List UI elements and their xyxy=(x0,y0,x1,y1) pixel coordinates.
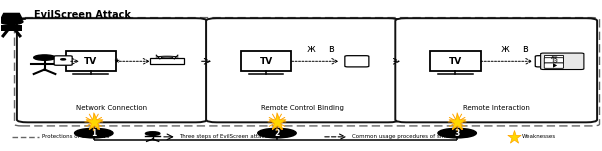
Text: 3: 3 xyxy=(455,129,460,138)
Point xyxy=(452,121,462,123)
Polygon shape xyxy=(1,13,22,19)
FancyBboxPatch shape xyxy=(66,51,116,71)
Text: ж: ж xyxy=(501,44,510,54)
Text: Common usage procedures of smart TVs: Common usage procedures of smart TVs xyxy=(352,134,465,139)
Circle shape xyxy=(61,59,66,60)
Text: 1: 1 xyxy=(91,129,96,138)
FancyBboxPatch shape xyxy=(535,56,559,67)
Circle shape xyxy=(146,132,160,135)
Text: Weaknesses: Weaknesses xyxy=(521,134,556,139)
FancyBboxPatch shape xyxy=(150,58,184,64)
FancyBboxPatch shape xyxy=(544,63,563,68)
Text: TV: TV xyxy=(448,57,462,66)
Text: Remote Interaction: Remote Interaction xyxy=(463,105,530,111)
FancyBboxPatch shape xyxy=(544,58,563,63)
Text: EvilScreen Attack: EvilScreen Attack xyxy=(34,10,131,20)
Text: Protections of smart TVs: Protections of smart TVs xyxy=(42,134,109,139)
Text: в: в xyxy=(329,44,334,54)
FancyBboxPatch shape xyxy=(1,25,22,31)
Text: APP: APP xyxy=(551,56,559,60)
Point xyxy=(89,121,99,123)
Text: TV: TV xyxy=(259,57,273,66)
Text: ж: ж xyxy=(307,44,316,54)
FancyBboxPatch shape xyxy=(345,56,369,67)
Circle shape xyxy=(0,19,23,24)
Text: 2: 2 xyxy=(275,129,279,138)
Text: ▶: ▶ xyxy=(553,64,557,69)
Circle shape xyxy=(438,128,476,138)
FancyBboxPatch shape xyxy=(54,56,72,65)
Text: Network Connection: Network Connection xyxy=(76,105,147,111)
FancyBboxPatch shape xyxy=(206,18,399,122)
Circle shape xyxy=(34,55,55,60)
Circle shape xyxy=(258,128,296,138)
Text: TV: TV xyxy=(84,57,98,66)
Point xyxy=(509,136,519,138)
FancyBboxPatch shape xyxy=(17,18,206,122)
FancyBboxPatch shape xyxy=(396,18,597,122)
FancyBboxPatch shape xyxy=(544,55,563,61)
Text: Remote Control Binding: Remote Control Binding xyxy=(261,105,344,111)
FancyBboxPatch shape xyxy=(241,51,291,71)
Text: в: в xyxy=(522,44,528,54)
FancyBboxPatch shape xyxy=(430,51,480,71)
Circle shape xyxy=(75,128,113,138)
Text: ★: ★ xyxy=(114,58,120,64)
Point xyxy=(272,121,282,123)
FancyBboxPatch shape xyxy=(541,53,584,69)
Text: Three steps of EvilScreen attack: Three steps of EvilScreen attack xyxy=(179,134,268,139)
Text: ⚙: ⚙ xyxy=(551,58,558,64)
